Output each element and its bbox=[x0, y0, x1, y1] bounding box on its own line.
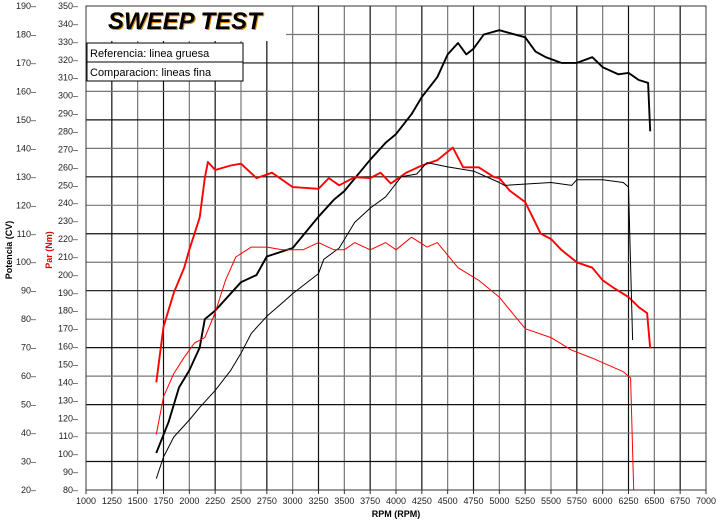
torque-tick-label: 160– bbox=[58, 342, 78, 352]
power-axis-ticks: 20– 30– 40– 50– 60– 70– 80– 90– 100– 110– 120– 130–… bbox=[16, 1, 36, 495]
torque-tick-label: 240– bbox=[58, 198, 78, 208]
series-line-2 bbox=[155, 162, 634, 479]
legend-reference: Referencia: linea gruesa bbox=[90, 48, 210, 60]
power-tick-label: 50– bbox=[21, 400, 36, 410]
torque-tick-label: 330– bbox=[58, 37, 78, 47]
torque-tick-label: 270– bbox=[58, 144, 78, 154]
legend-comparison: Comparacion: lineas fina bbox=[90, 67, 212, 79]
power-tick-label: 80– bbox=[21, 314, 36, 324]
torque-tick-label: 290– bbox=[58, 109, 78, 119]
torque-tick-label: 210– bbox=[58, 252, 78, 262]
x-tick-label: 5250 bbox=[515, 496, 535, 506]
x-axis-ticks: 1000 1250 1500 1750 2000 2250 2500 2750 3000 3250… bbox=[76, 490, 716, 506]
torque-tick-label: 340– bbox=[58, 19, 78, 29]
torque-tick-label: 90– bbox=[63, 467, 78, 477]
x-tick-label: 2500 bbox=[231, 496, 251, 506]
x-tick-label: 5000 bbox=[489, 496, 509, 506]
title-area bbox=[86, 6, 286, 41]
power-tick-label: 110– bbox=[17, 229, 36, 239]
power-tick-label: 140– bbox=[16, 143, 36, 153]
torque-tick-label: 150– bbox=[58, 360, 78, 370]
power-tick-label: 40– bbox=[21, 428, 36, 438]
power-tick-label: 70– bbox=[21, 343, 36, 353]
x-tick-label: 4250 bbox=[412, 496, 432, 506]
series-line-3 bbox=[155, 236, 635, 491]
torque-tick-label: 260– bbox=[58, 162, 78, 172]
torque-tick-label: 220– bbox=[58, 234, 78, 244]
power-tick-label: 100– bbox=[16, 257, 36, 267]
x-tick-label: 4750 bbox=[463, 496, 483, 506]
power-tick-label: 190– bbox=[16, 1, 36, 11]
x-tick-label: 3250 bbox=[308, 496, 328, 506]
torque-tick-label: 180– bbox=[58, 306, 78, 316]
torque-tick-label: 310– bbox=[58, 73, 78, 83]
x-tick-label: 1250 bbox=[102, 496, 122, 506]
series-group bbox=[155, 29, 652, 491]
torque-tick-label: 120– bbox=[58, 413, 78, 423]
torque-tick-label: 110– bbox=[59, 431, 78, 441]
torque-tick-label: 300– bbox=[58, 91, 78, 101]
x-tick-label: 4000 bbox=[386, 496, 406, 506]
x-tick-label: 1000 bbox=[76, 496, 96, 506]
torque-tick-label: 320– bbox=[58, 55, 78, 65]
torque-tick-label: 80– bbox=[63, 485, 78, 495]
legend: Referencia: linea gruesa Comparacion: li… bbox=[86, 42, 244, 82]
power-tick-label: 60– bbox=[21, 371, 36, 381]
power-tick-label: 170– bbox=[16, 58, 36, 68]
x-tick-label: 6750 bbox=[670, 496, 690, 506]
x-tick-label: 3750 bbox=[360, 496, 380, 506]
power-tick-label: 130– bbox=[16, 172, 36, 182]
x-tick-label: 3500 bbox=[334, 496, 354, 506]
power-tick-label: 20– bbox=[21, 485, 36, 495]
x-tick-label: 6250 bbox=[618, 496, 638, 506]
x-tick-label: 6500 bbox=[644, 496, 664, 506]
torque-axis-label: Par (Nm) bbox=[44, 231, 54, 269]
torque-tick-label: 200– bbox=[58, 270, 78, 280]
x-tick-label: 6000 bbox=[593, 496, 613, 506]
torque-axis-ticks: 80– 90– 100– 110– 120– 130– 140– 150– 160– 170– 18… bbox=[58, 1, 78, 495]
power-tick-label: 90– bbox=[21, 286, 36, 296]
torque-tick-label: 230– bbox=[58, 216, 78, 226]
torque-tick-label: 100– bbox=[58, 449, 78, 459]
torque-tick-label: 130– bbox=[58, 395, 78, 405]
x-tick-label: 4500 bbox=[438, 496, 458, 506]
power-tick-label: 120– bbox=[16, 200, 36, 210]
chart-title: SWEEP TEST bbox=[108, 8, 264, 35]
x-tick-label: 7000 bbox=[696, 496, 716, 506]
torque-tick-label: 250– bbox=[58, 180, 78, 190]
x-tick-label: 2000 bbox=[179, 496, 199, 506]
x-tick-label: 2250 bbox=[205, 496, 225, 506]
x-tick-label: 2750 bbox=[257, 496, 277, 506]
x-tick-label: 5750 bbox=[567, 496, 587, 506]
x-tick-label: 1500 bbox=[128, 496, 148, 506]
power-tick-label: 180– bbox=[16, 29, 36, 39]
torque-tick-label: 280– bbox=[58, 126, 78, 136]
power-tick-label: 160– bbox=[16, 86, 36, 96]
legend-box-comparison bbox=[86, 61, 244, 82]
x-tick-label: 3000 bbox=[283, 496, 303, 506]
series-line-0 bbox=[155, 29, 652, 454]
power-tick-label: 150– bbox=[16, 115, 36, 125]
x-tick-label: 5500 bbox=[541, 496, 561, 506]
power-tick-label: 30– bbox=[21, 457, 36, 467]
power-axis-label: Potencia (CV) bbox=[4, 221, 14, 280]
series-line-1 bbox=[155, 146, 652, 383]
torque-tick-label: 350– bbox=[58, 1, 78, 11]
x-axis-label: RPM (RPM) bbox=[372, 509, 421, 519]
torque-tick-label: 190– bbox=[58, 288, 78, 298]
torque-tick-label: 170– bbox=[58, 324, 78, 334]
x-tick-label: 1750 bbox=[153, 496, 173, 506]
torque-tick-label: 140– bbox=[58, 377, 78, 387]
grid bbox=[86, 6, 706, 490]
